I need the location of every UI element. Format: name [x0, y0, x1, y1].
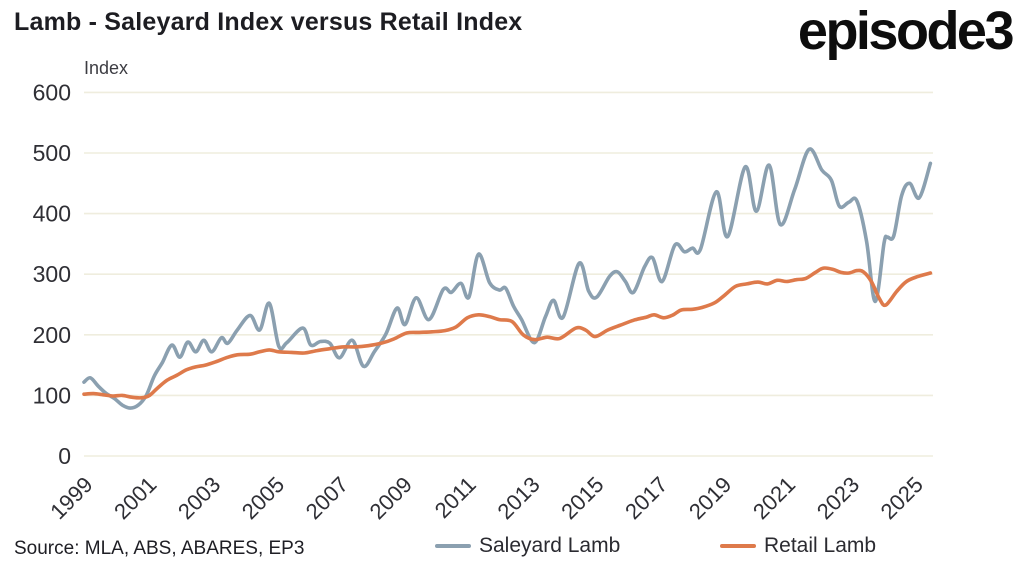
y-tick-label: 600: [33, 79, 71, 105]
x-tick-label: 2023: [812, 472, 864, 524]
legend-item-saleyard: Saleyard Lamb: [435, 534, 620, 558]
retail-legend-label: Retail Lamb: [764, 534, 877, 557]
y-tick-label: 0: [58, 443, 71, 469]
saleyard-legend-label: Saleyard Lamb: [479, 534, 621, 557]
x-tick-label: 2013: [492, 472, 544, 524]
x-tick-label: 2015: [556, 472, 608, 524]
y-tick-label: 200: [33, 322, 71, 348]
x-tick-label: 2003: [173, 472, 225, 524]
y-tick-label: 300: [33, 261, 71, 287]
y-tick-label: 500: [33, 140, 71, 166]
source-note: Source: MLA, ABS, ABARES, EP3: [14, 538, 305, 559]
x-tick-label: 2001: [109, 472, 161, 524]
y-tick-label: 100: [33, 382, 71, 408]
legend-item-retail: Retail Lamb: [720, 534, 876, 558]
x-tick-label: 2005: [237, 472, 289, 524]
page-title: Lamb - Saleyard Index versus Retail Inde…: [14, 8, 523, 36]
y-tick-label: 400: [33, 201, 71, 227]
retail-line-swatch: [720, 544, 756, 548]
x-tick-label: 2021: [748, 472, 800, 524]
x-tick-label: 2025: [876, 472, 928, 524]
y-axis-title: Index: [84, 58, 129, 78]
x-tick-label: 2009: [365, 472, 417, 524]
x-tick-label: 2007: [301, 472, 353, 524]
x-tick-label: 2011: [430, 472, 481, 523]
retail-lamb-line: [82, 266, 933, 400]
x-tick-label: 1999: [45, 472, 97, 524]
saleyard-line-swatch: [435, 544, 471, 548]
episode3-logo: episode3: [797, 1, 1015, 61]
saleyard-lamb-line: [82, 147, 933, 410]
x-tick-label: 2019: [684, 472, 736, 524]
x-tick-label: 2017: [620, 472, 672, 524]
